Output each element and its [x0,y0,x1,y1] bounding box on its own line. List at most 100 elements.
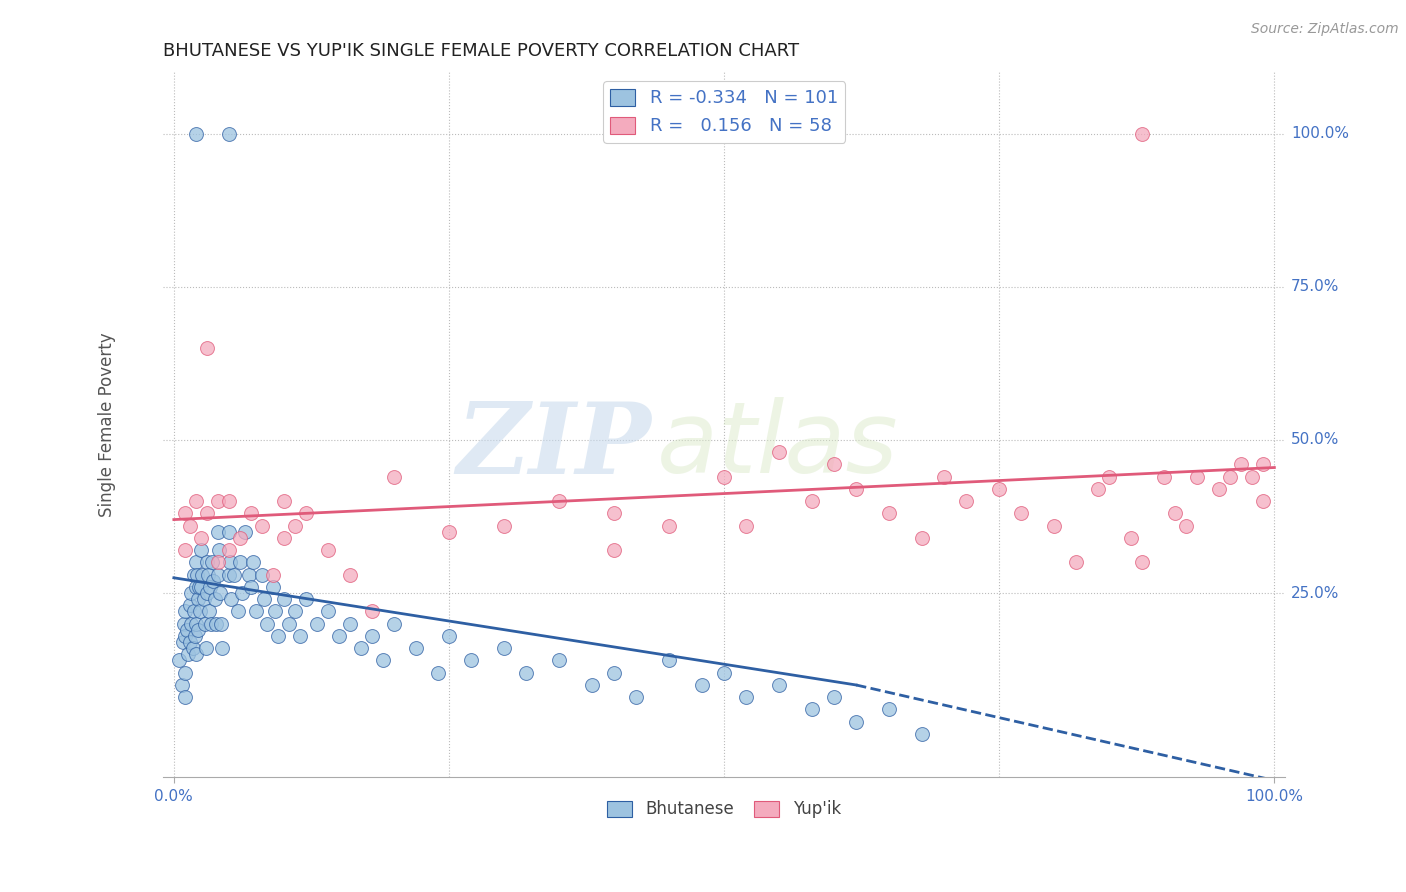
Point [253,592,276,607]
Point [548,494,571,508]
Point [198,605,221,619]
Point [735,518,758,533]
Point [195,507,218,521]
Point [173,629,195,643]
Point [224,567,246,582]
Point [624,690,647,705]
Point [1208,482,1230,496]
Point [1130,127,1153,141]
Point [250,567,273,582]
Point [1087,482,1109,496]
Point [1098,469,1121,483]
Point [492,641,515,656]
Point [218,127,240,141]
Point [284,518,307,533]
Legend: Bhutanese, Yup'ik: Bhutanese, Yup'ik [600,794,848,825]
Point [877,702,900,716]
Point [845,714,868,729]
Point [173,507,195,521]
Point [264,605,287,619]
Point [219,592,242,607]
Point [219,556,242,570]
Text: Single Female Poverty: Single Female Poverty [97,333,115,517]
Point [1187,469,1209,483]
Point [172,635,194,649]
Point [239,507,262,521]
Point [1253,494,1275,508]
Point [382,616,405,631]
Point [460,653,482,667]
Point [911,531,934,545]
Point [187,592,209,607]
Point [658,518,681,533]
Point [1153,469,1175,483]
Point [250,518,273,533]
Point [180,616,202,631]
Point [581,678,603,692]
Point [658,653,681,667]
Point [371,653,394,667]
Point [188,605,211,619]
Point [184,494,207,508]
Point [186,567,208,582]
Point [295,507,318,521]
Point [305,616,328,631]
Text: 75.0%: 75.0% [1291,279,1340,294]
Point [382,469,405,483]
Point [179,518,201,533]
Point [170,678,193,692]
Point [184,127,207,141]
Point [229,531,252,545]
Point [284,605,307,619]
Point [202,574,225,588]
Point [173,690,195,705]
Point [183,567,205,582]
Point [245,605,267,619]
Point [190,543,212,558]
Point [190,580,212,594]
Point [173,665,195,680]
Point [183,605,205,619]
Point [256,616,278,631]
Point [1043,518,1066,533]
Point [177,648,200,662]
Point [239,580,262,594]
Point [955,494,977,508]
Point [823,458,845,472]
Point [207,567,229,582]
Point [1121,531,1143,545]
Point [339,567,361,582]
Point [1253,458,1275,472]
Point [316,543,339,558]
Point [768,445,790,459]
Point [207,524,229,539]
Point [229,556,252,570]
Point [492,518,515,533]
Point [801,494,824,508]
Point [877,507,900,521]
Point [184,648,207,662]
Point [184,580,207,594]
Point [823,690,845,705]
Point [235,524,257,539]
Point [204,592,226,607]
Point [176,623,198,637]
Point [328,629,350,643]
Point [201,556,224,570]
Point [209,616,232,631]
Point [273,592,295,607]
Point [295,592,318,607]
Point [184,616,207,631]
Point [1230,458,1253,472]
Point [290,629,312,643]
Point [548,653,571,667]
Point [194,641,217,656]
Point [218,543,240,558]
Point [278,616,301,631]
Point [180,586,202,600]
Point [208,543,231,558]
Point [169,653,191,667]
Point [173,543,195,558]
Point [193,592,215,607]
Point [187,623,209,637]
